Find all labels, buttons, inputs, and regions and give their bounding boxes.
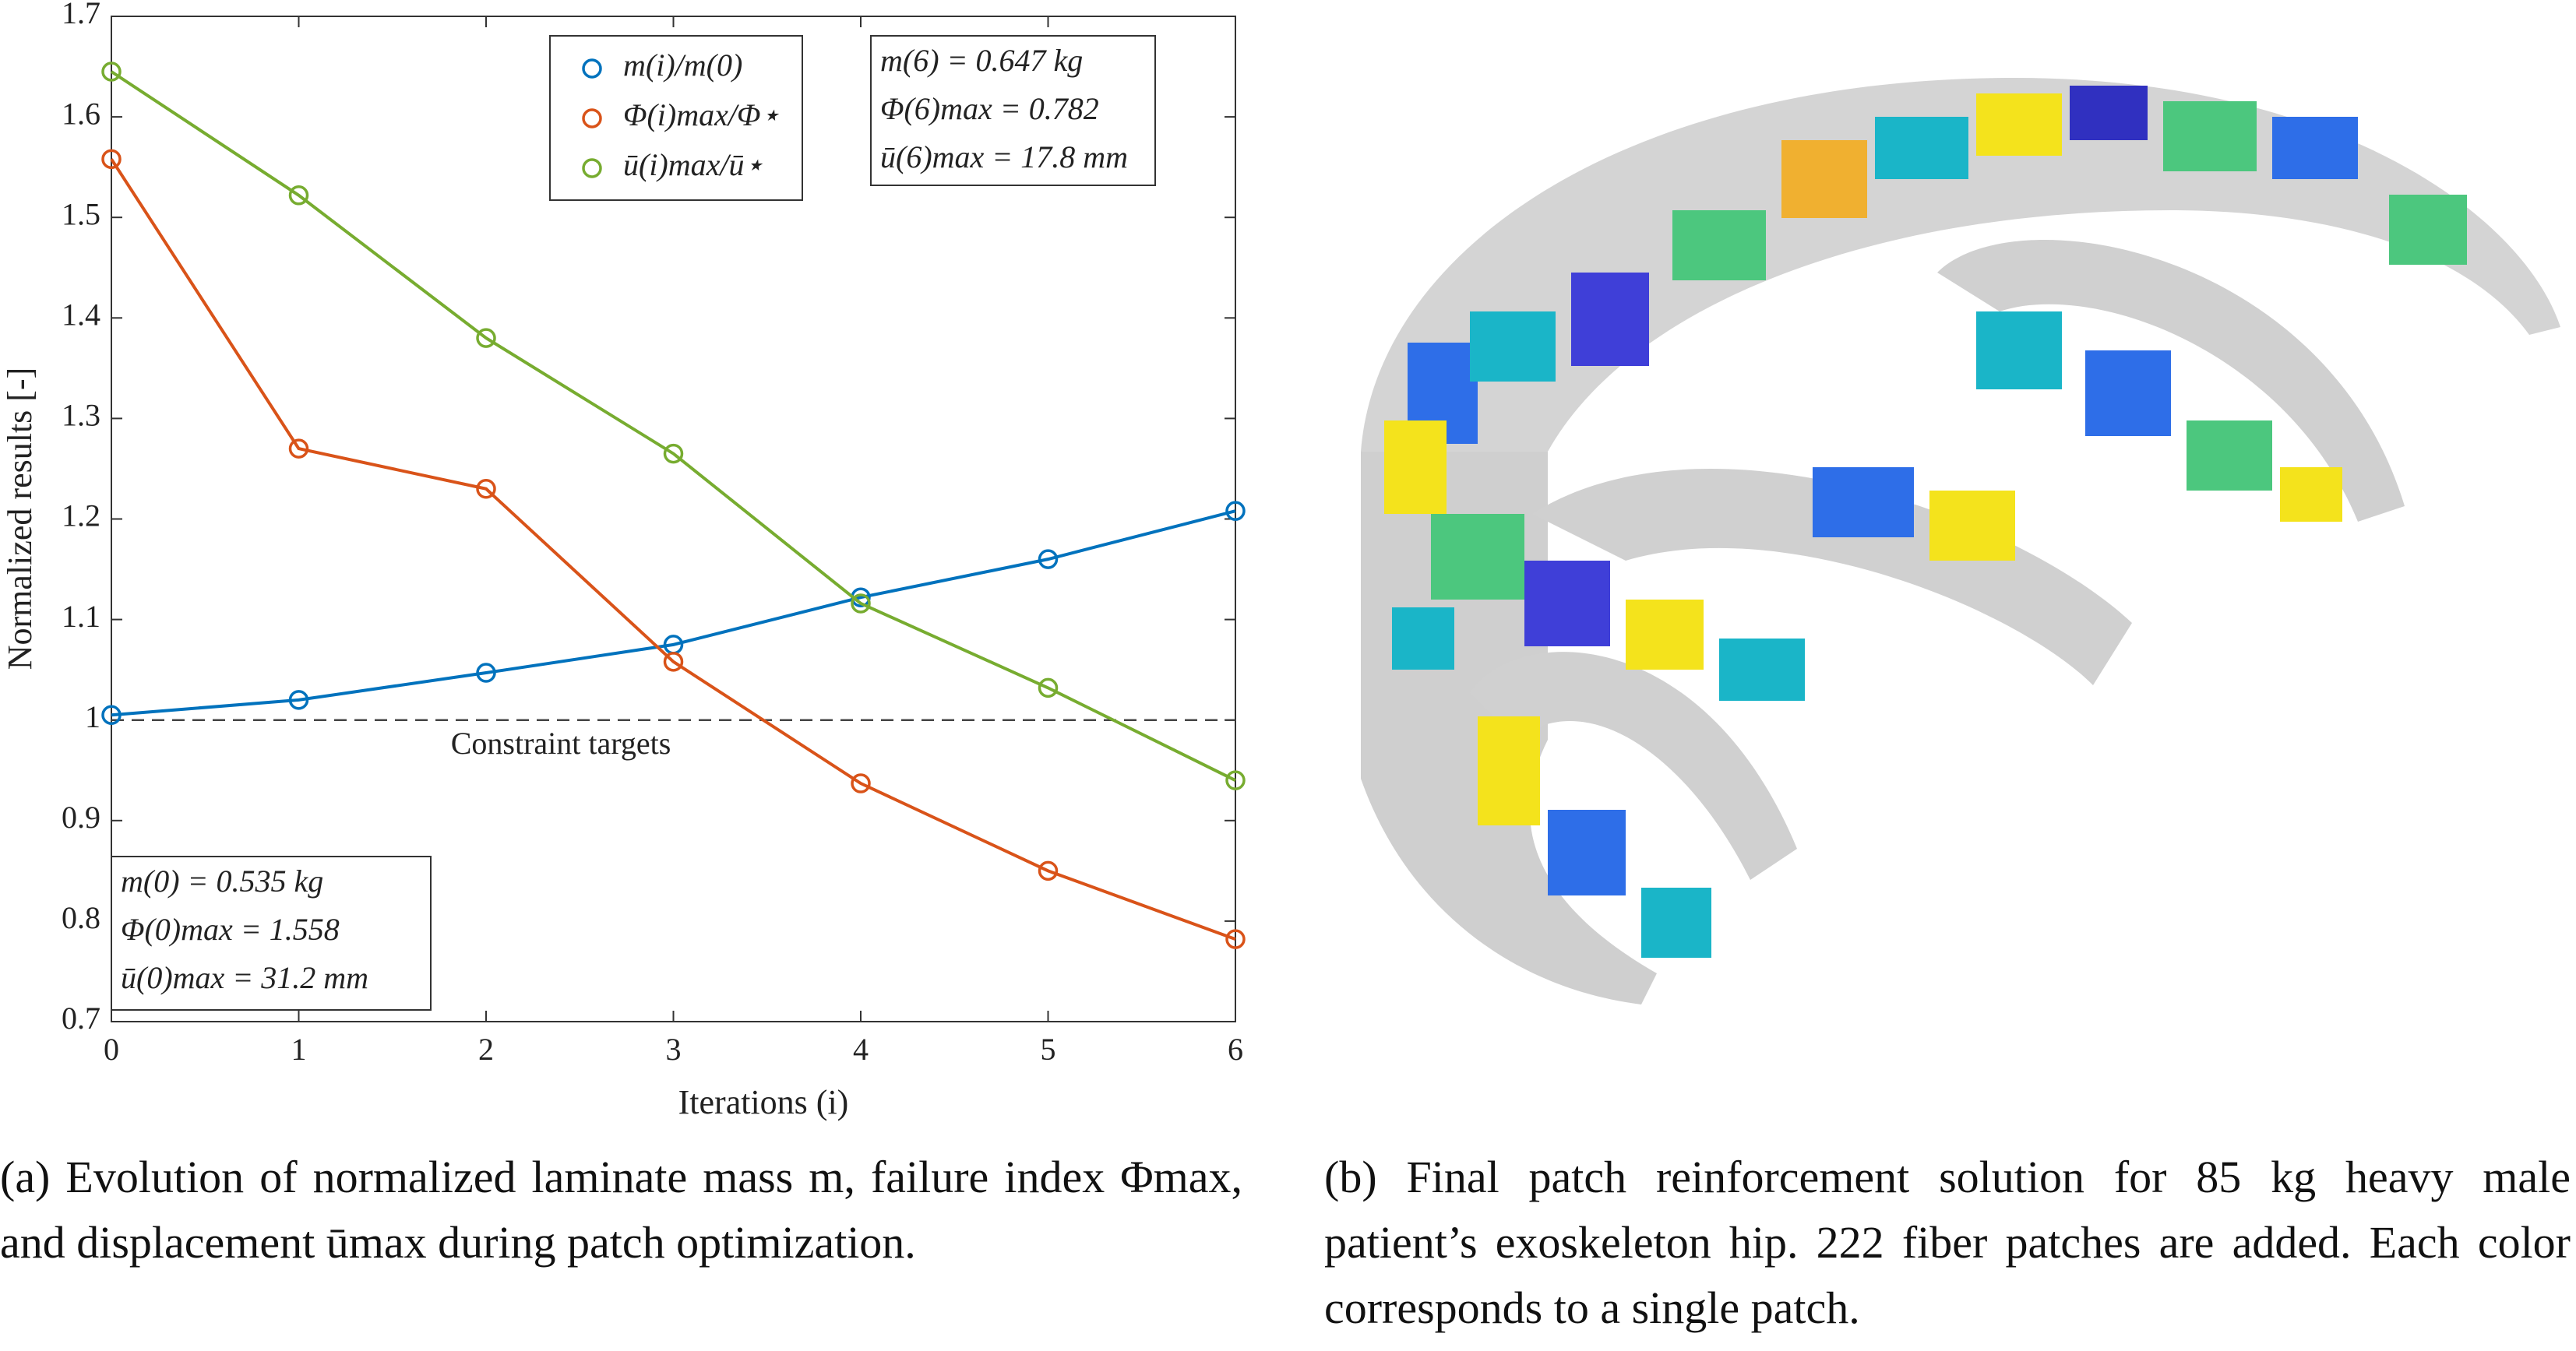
x-tick-label: 3 [666,1032,682,1067]
data-point [476,328,496,348]
data-point [663,443,684,464]
series-line [110,70,1236,782]
data-point [288,438,309,459]
data-point [663,652,684,672]
strut-right [1937,239,2405,522]
data-point [476,663,496,683]
reference-label: Constraint targets [451,726,671,761]
strut-lower [1470,652,1797,880]
x-tick-label: 4 [853,1032,869,1067]
y-tick-label: 1 [85,699,100,734]
series-line [110,158,1236,941]
hip-shell [1361,78,2560,452]
annotation-box [111,856,432,1011]
legend-marker [582,158,602,178]
annotation: Φ(6)max = 0.782 [880,91,1099,126]
patches [1384,86,2467,958]
annotation: m(6) = 0.647 kg [880,43,1083,78]
data-point [288,690,309,710]
legend-label: Φ(i)max/Φ⋆ [623,97,780,132]
y-tick-label: 0.8 [62,900,100,935]
strut-upper [1532,469,2132,685]
x-tick-label: 5 [1041,1032,1056,1067]
data-point [1038,549,1059,569]
annotation: m(0) = 0.535 kg [121,864,323,899]
data-point [1038,860,1059,881]
x-tick-label: 6 [1228,1032,1243,1067]
y-tick-label: 1.1 [62,599,100,634]
y-tick-label: 1.4 [62,297,100,332]
data-point [1038,677,1059,698]
x-tick-label: 2 [478,1032,494,1067]
data-point [851,773,871,793]
annotation: ū(6)max = 17.8 mm [880,139,1128,174]
legend-marker [582,58,602,79]
annotation-box [870,35,1156,186]
data-point [476,479,496,499]
legend-marker [582,108,602,128]
y-tick-label: 1.7 [62,0,100,30]
x-tick-label: 1 [291,1032,307,1067]
data-point [101,62,122,82]
y-tick-label: 0.9 [62,800,100,835]
y-axis-label: Normalized results [-] [1,368,39,670]
annotation: ū(0)max = 31.2 mm [121,960,368,995]
chart: Iterations (i) Normalized results [-] 0.… [1,0,1246,1121]
annotation: Φ(0)max = 1.558 [121,912,340,947]
x-tick-label: 0 [104,1032,119,1067]
data-point [1225,770,1246,790]
data-point [101,705,122,725]
legend-label: ū(i)max/ū⋆ [623,147,764,182]
data-point [1225,501,1246,521]
series-line [111,509,1236,717]
data-point [851,593,871,614]
legend-label: m(i)/m(0) [623,47,742,83]
y-tick-label: 1.3 [62,398,100,433]
x-axis-label: Iterations (i) [678,1083,849,1121]
y-tick-label: 1.6 [62,96,100,131]
y-tick-label: 0.7 [62,1001,100,1036]
data-point [288,185,309,206]
caption-b: (b) Final patch reinforcement solution f… [1324,1152,2571,1333]
data-point [101,149,122,170]
y-tick-label: 1.5 [62,196,100,231]
data-point [1225,929,1246,949]
caption-a: (a) Evolution of normalized laminate mas… [0,1152,1242,1268]
y-tick-label: 1.2 [62,498,100,533]
patch-render [1361,78,2560,1004]
legend-box [549,35,803,201]
